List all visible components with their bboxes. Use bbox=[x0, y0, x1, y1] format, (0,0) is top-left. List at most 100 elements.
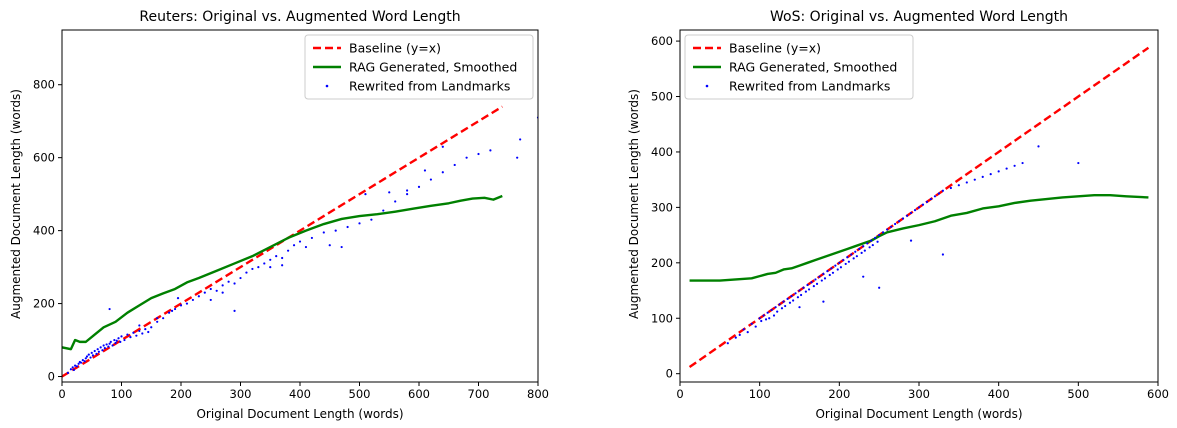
scatter-point bbox=[173, 307, 177, 311]
scatter-point bbox=[820, 279, 823, 282]
scatter-point bbox=[989, 173, 992, 176]
scatter-point bbox=[150, 326, 153, 329]
scatter-point bbox=[799, 293, 803, 297]
scatter-point bbox=[973, 178, 976, 181]
scatter-point bbox=[941, 189, 945, 192]
y-tick-label: 0 bbox=[48, 370, 55, 384]
scatter-point bbox=[742, 328, 745, 331]
scatter-point bbox=[750, 322, 753, 325]
scatter-point bbox=[810, 281, 813, 284]
scatter-point bbox=[878, 286, 881, 289]
scatter-point bbox=[245, 271, 248, 274]
scatter-point bbox=[406, 189, 409, 192]
y-tick-label: 600 bbox=[33, 151, 55, 165]
legend: Baseline (y=x) RAG Generated, Smoothed Rew… bbox=[684, 34, 914, 100]
scatter-point bbox=[823, 277, 827, 280]
scatter-point bbox=[874, 236, 877, 239]
scatter-point bbox=[93, 349, 96, 353]
scatter-point bbox=[754, 325, 757, 328]
y-tick-label: 400 bbox=[33, 224, 55, 238]
scatter-point bbox=[99, 346, 102, 349]
scatter-point bbox=[477, 152, 480, 156]
scatter-point bbox=[89, 356, 92, 359]
scatter-point bbox=[798, 289, 801, 292]
legend-label: Baseline (y=x) bbox=[349, 41, 441, 56]
y-tick-label: 100 bbox=[651, 311, 673, 325]
scatter-point bbox=[776, 310, 779, 313]
scatter-point bbox=[292, 244, 296, 247]
scatter-point bbox=[826, 270, 829, 273]
scatter-point bbox=[109, 340, 112, 343]
scatter-point bbox=[941, 253, 945, 256]
scatter-point bbox=[209, 298, 212, 302]
scatter-point bbox=[75, 365, 78, 368]
x-axis-label: Original Document Length (words) bbox=[815, 407, 1022, 421]
scatter-point bbox=[107, 345, 110, 348]
scatter-point bbox=[406, 193, 409, 196]
legend-label: Rewrited from Landmarks bbox=[729, 79, 890, 94]
scatter-point bbox=[328, 244, 331, 247]
scatter-point bbox=[778, 303, 781, 306]
smoothed-line bbox=[689, 193, 1149, 282]
scatter-point bbox=[147, 330, 150, 334]
y-tick-label: 0 bbox=[666, 367, 673, 381]
scatter-point bbox=[114, 341, 117, 345]
scatter-point bbox=[897, 220, 901, 223]
scatter-point bbox=[794, 292, 797, 295]
scatter-point bbox=[786, 297, 789, 300]
y-tick-label: 200 bbox=[651, 256, 673, 270]
scatter-point bbox=[818, 275, 821, 278]
scatter-point bbox=[417, 185, 421, 188]
scatter-point bbox=[886, 228, 889, 231]
x-tick-label: 0 bbox=[58, 387, 65, 401]
scatter-point bbox=[257, 266, 260, 269]
y-axis-label: Augmented Document Length (words) bbox=[627, 89, 641, 319]
scatter-point bbox=[917, 206, 921, 209]
scatter-point bbox=[746, 331, 749, 334]
legend-label: Baseline (y=x) bbox=[729, 41, 821, 56]
x-tick-label: 700 bbox=[468, 387, 490, 401]
scatter-point bbox=[1005, 167, 1008, 170]
plot-area bbox=[688, 46, 1150, 369]
scatter-point bbox=[382, 209, 385, 212]
y-tick-label: 600 bbox=[651, 34, 673, 48]
scatter-point bbox=[734, 336, 737, 339]
x-tick-label: 100 bbox=[749, 387, 771, 401]
scatter-point bbox=[269, 266, 272, 269]
scatter-point bbox=[929, 197, 933, 201]
scatter-point bbox=[858, 247, 861, 251]
scatter-point bbox=[957, 184, 960, 187]
chart-title: WoS: Original vs. Augmented Word Length bbox=[770, 9, 1068, 25]
scatter-point bbox=[866, 242, 869, 245]
scatter-point bbox=[876, 240, 879, 243]
scatter-point bbox=[197, 295, 200, 298]
scatter-point bbox=[394, 200, 397, 203]
scatter-point bbox=[108, 342, 111, 345]
scatter-point bbox=[519, 138, 522, 141]
scatter-point bbox=[774, 306, 777, 309]
scatter-point bbox=[758, 317, 761, 320]
scatter-point bbox=[863, 249, 866, 252]
scatter-point bbox=[792, 299, 795, 302]
scatter-point bbox=[90, 351, 93, 354]
scatter-point bbox=[91, 354, 95, 357]
x-tick-label: 800 bbox=[527, 387, 549, 401]
scatter-point bbox=[281, 264, 284, 267]
scatter-point bbox=[862, 275, 865, 278]
scatter-point bbox=[489, 149, 492, 152]
scatter-point bbox=[209, 287, 212, 291]
scatter-point bbox=[108, 307, 111, 311]
x-tick-label: 500 bbox=[349, 387, 371, 401]
scatter-point bbox=[388, 191, 391, 194]
smoothed-line bbox=[62, 194, 503, 351]
scatter-point bbox=[854, 250, 857, 253]
scatter-point bbox=[828, 273, 831, 277]
scatter-point bbox=[830, 267, 833, 270]
scatter-point bbox=[179, 304, 183, 307]
scatter-point bbox=[73, 364, 77, 367]
scatter-point bbox=[77, 362, 80, 365]
scatter-point bbox=[860, 251, 863, 254]
scatter-point bbox=[1037, 145, 1040, 148]
scatter-point bbox=[87, 353, 90, 356]
